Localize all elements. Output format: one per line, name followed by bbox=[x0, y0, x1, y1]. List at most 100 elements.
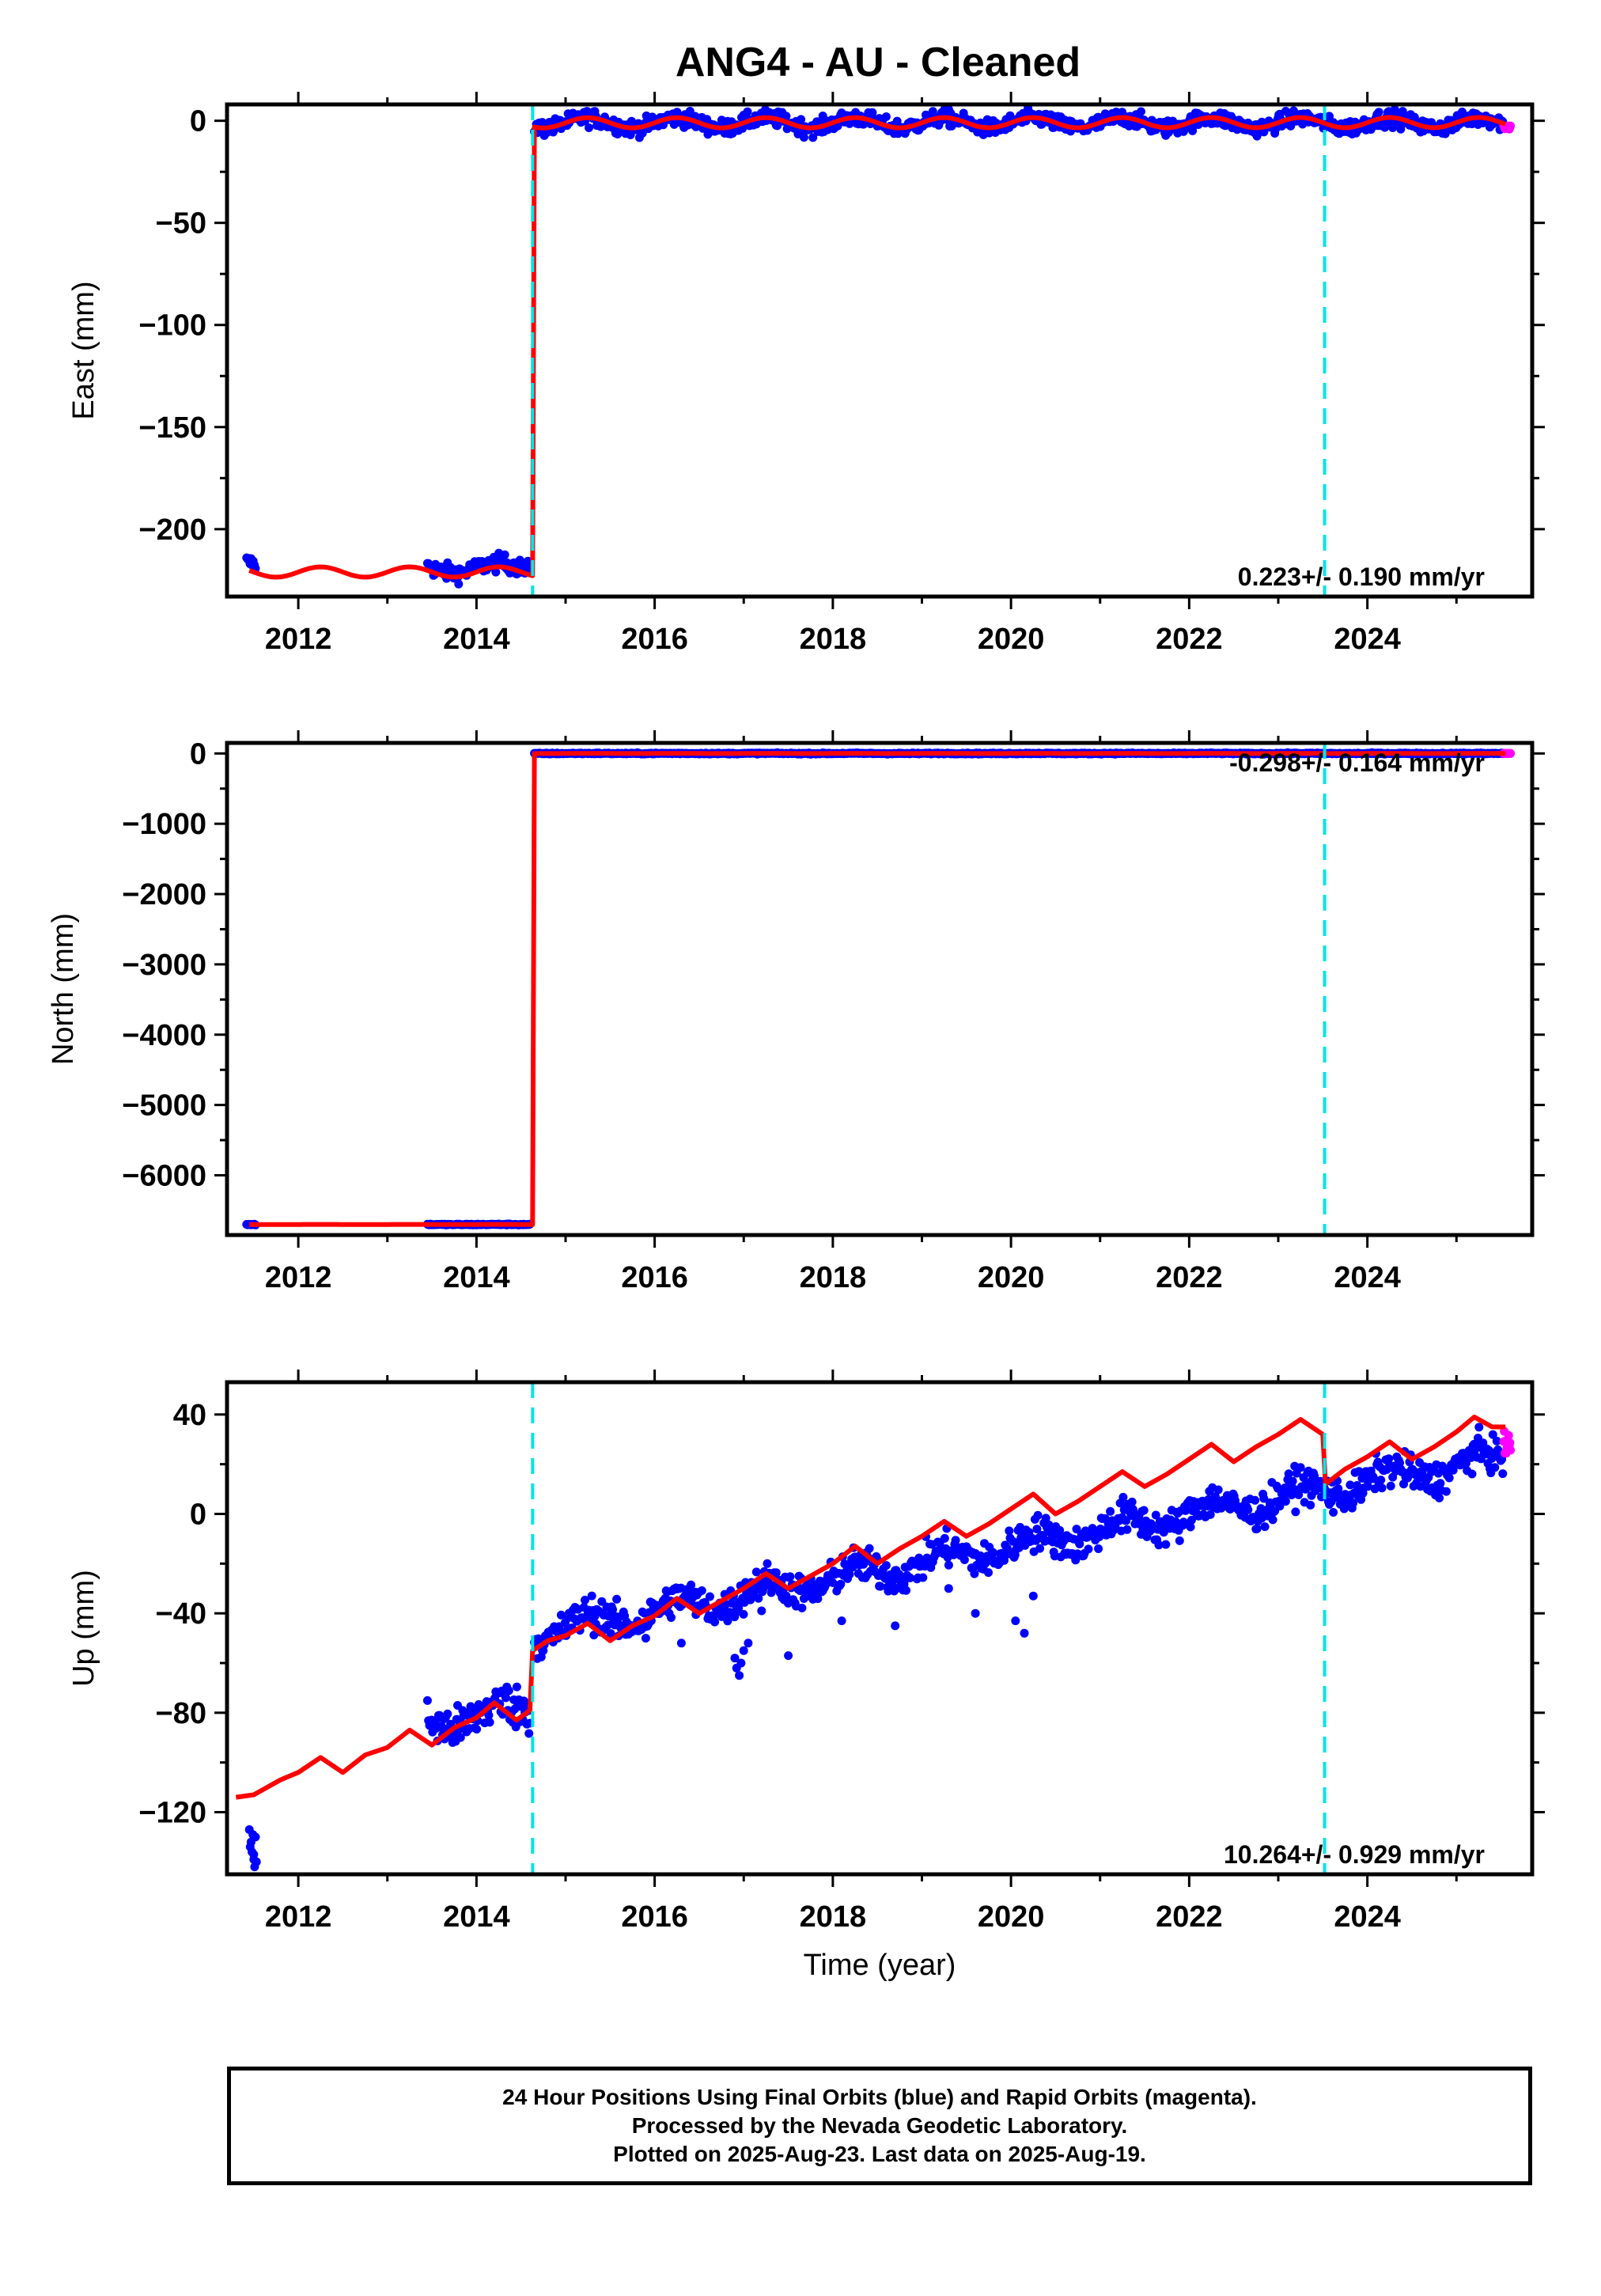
up-outlier-point bbox=[744, 1639, 753, 1648]
up-outlier-point bbox=[735, 1671, 744, 1680]
up-data-point bbox=[1306, 1500, 1315, 1510]
up-data-point bbox=[1284, 1469, 1293, 1479]
up-data-point bbox=[1139, 1506, 1149, 1515]
up-data-point bbox=[612, 1594, 622, 1604]
up-data-point bbox=[1444, 1473, 1454, 1483]
east-data-point bbox=[1374, 108, 1383, 117]
up-data-point bbox=[472, 1725, 482, 1734]
up-data-point bbox=[1094, 1544, 1103, 1553]
east-ytick-label: −50 bbox=[156, 207, 206, 241]
up-data-point bbox=[1281, 1497, 1290, 1506]
up-data-point bbox=[443, 1709, 452, 1718]
up-xtick-label: 2020 bbox=[978, 1900, 1045, 1934]
east-xtick-label: 2024 bbox=[1334, 623, 1401, 656]
east-data-point bbox=[881, 112, 891, 121]
up-data-point bbox=[944, 1560, 953, 1570]
north-final-orbit-points bbox=[242, 748, 1508, 1229]
up-data-point bbox=[902, 1586, 910, 1595]
footer-line-2: Processed by the Nevada Geodetic Laborat… bbox=[631, 2113, 1128, 2138]
up-ytick-label: −80 bbox=[156, 1697, 206, 1730]
up-data-point bbox=[940, 1533, 949, 1543]
up-data-point bbox=[249, 1850, 259, 1859]
chart-title: ANG4 - AU - Cleaned bbox=[676, 40, 1081, 85]
north-ytick-label: −6000 bbox=[122, 1159, 206, 1192]
footer-info-box: 24 Hour Positions Using Final Orbits (bl… bbox=[227, 2067, 1532, 2185]
north-ytick-label: −3000 bbox=[122, 949, 206, 982]
east-data-point bbox=[585, 123, 593, 132]
up-data-point bbox=[1033, 1510, 1043, 1520]
up-data-point bbox=[763, 1559, 772, 1568]
up-ytick-label: 40 bbox=[173, 1399, 206, 1432]
up-data-point bbox=[865, 1544, 874, 1553]
east-data-point bbox=[454, 579, 464, 589]
east-ytick-label: −100 bbox=[138, 309, 206, 343]
up-data-point bbox=[1106, 1506, 1115, 1516]
up-data-point bbox=[248, 1830, 258, 1839]
up-data-point bbox=[1498, 1469, 1508, 1479]
up-outlier-point bbox=[784, 1651, 793, 1661]
up-data-point bbox=[1084, 1544, 1093, 1554]
panel-east: 2012 2014 2016 2018 2020 2022 2024 0 −50 −100 −150… bbox=[67, 92, 1545, 656]
east-data-point bbox=[626, 131, 635, 139]
up-data-point bbox=[1243, 1505, 1253, 1514]
up-data-point bbox=[705, 1592, 714, 1601]
footer-line-3: Plotted on 2025-Aug-23. Last data on 202… bbox=[613, 2142, 1146, 2166]
up-outlier-point bbox=[1011, 1616, 1020, 1626]
up-outlier-point bbox=[971, 1608, 980, 1618]
up-outlier-point bbox=[1020, 1628, 1029, 1638]
x-axis-label: Time (year) bbox=[804, 1949, 956, 1982]
up-ytick-label: −120 bbox=[138, 1796, 206, 1829]
up-outlier-point bbox=[891, 1621, 900, 1631]
up-data-point bbox=[1288, 1476, 1297, 1486]
up-data-point bbox=[959, 1555, 969, 1564]
up-outlier-point bbox=[736, 1658, 746, 1668]
up-data-point bbox=[667, 1613, 676, 1622]
up-data-point bbox=[1349, 1498, 1358, 1508]
up-data-point bbox=[252, 1857, 261, 1866]
up-data-point bbox=[1122, 1525, 1132, 1534]
up-ytick-label: −40 bbox=[156, 1597, 206, 1631]
up-xtick-label: 2012 bbox=[265, 1900, 332, 1934]
up-xtick-label: 2022 bbox=[1156, 1900, 1223, 1934]
up-data-point bbox=[1175, 1536, 1184, 1545]
up-data-point bbox=[739, 1609, 748, 1619]
up-xtick-label: 2024 bbox=[1334, 1900, 1401, 1934]
up-data-point bbox=[1329, 1508, 1338, 1517]
up-data-point bbox=[1291, 1507, 1300, 1517]
east-plot-area bbox=[242, 104, 1516, 597]
up-data-point bbox=[918, 1573, 928, 1582]
east-xtick-label: 2014 bbox=[443, 623, 510, 656]
east-data-point bbox=[491, 567, 501, 577]
up-ylabel: Up (mm) bbox=[67, 1570, 100, 1687]
east-data-point bbox=[808, 133, 818, 142]
up-data-point bbox=[1252, 1524, 1262, 1533]
east-data-point bbox=[782, 112, 791, 121]
up-data-point bbox=[1127, 1497, 1137, 1506]
up-data-point bbox=[710, 1617, 720, 1627]
up-frame bbox=[225, 1380, 1535, 1877]
east-xtick-label: 2016 bbox=[621, 623, 688, 656]
up-data-point bbox=[422, 1695, 432, 1705]
panel-north: 2012 2014 2016 2018 2020 2022 2024 0 −1000 −2000 −… bbox=[47, 730, 1545, 1294]
east-rapid-point bbox=[1506, 121, 1516, 131]
north-ytick-label: −1000 bbox=[122, 808, 206, 841]
east-data-point bbox=[799, 133, 808, 142]
east-ytick-label: −200 bbox=[138, 513, 206, 547]
east-rapid-orbit-points bbox=[1499, 121, 1516, 134]
up-ytick-label: 0 bbox=[190, 1498, 206, 1531]
up-data-point bbox=[1474, 1423, 1484, 1432]
up-data-point bbox=[1035, 1544, 1045, 1553]
east-xtick-label: 2018 bbox=[800, 623, 867, 656]
up-data-point bbox=[1467, 1469, 1477, 1479]
up-data-point bbox=[1448, 1465, 1458, 1475]
up-xtick-label: 2016 bbox=[621, 1900, 688, 1934]
north-xtick-label: 2016 bbox=[621, 1261, 688, 1294]
east-data-point bbox=[797, 115, 806, 124]
up-xtick-label: 2018 bbox=[800, 1900, 867, 1934]
up-data-point bbox=[1268, 1515, 1277, 1525]
north-ylabel: North (mm) bbox=[47, 913, 80, 1065]
east-ytick-label: 0 bbox=[190, 105, 206, 138]
east-data-point bbox=[743, 107, 752, 116]
east-data-point bbox=[1137, 107, 1145, 116]
